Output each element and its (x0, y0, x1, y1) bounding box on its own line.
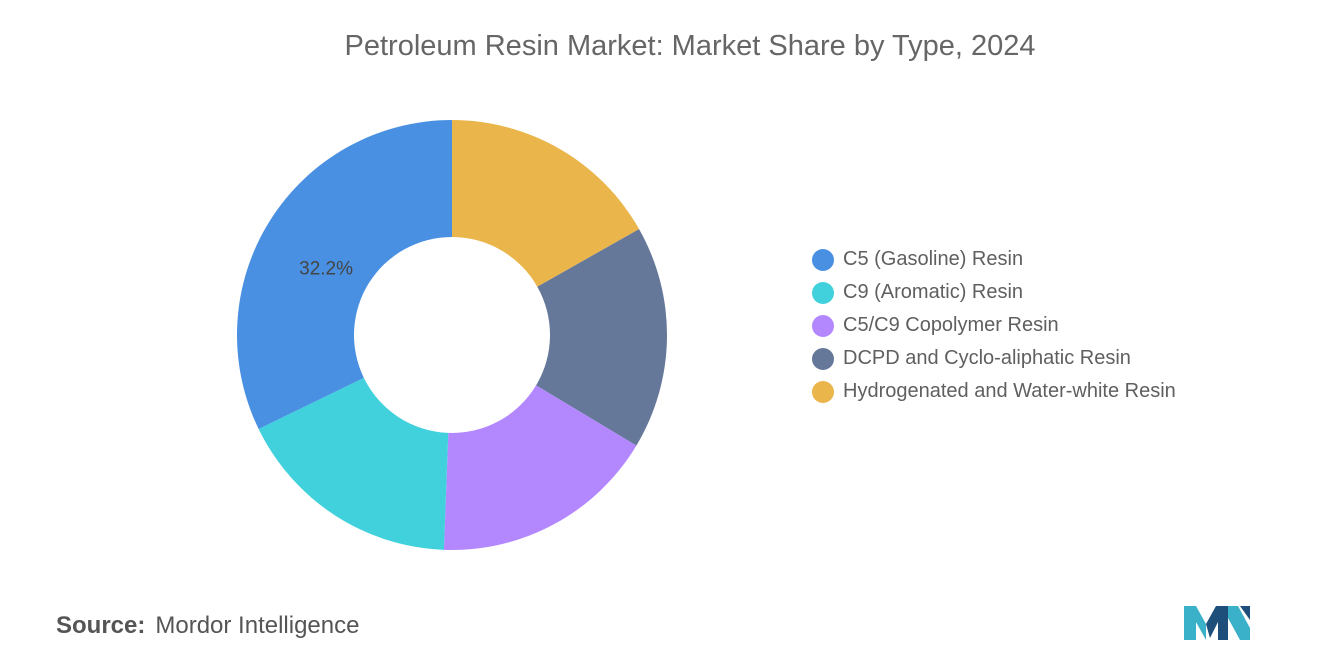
legend-item-dcpd-and-cyclo-aliphatic-resin: DCPD and Cyclo-aliphatic Resin (812, 342, 1176, 375)
legend-swatch (812, 314, 834, 337)
legend-label: Hydrogenated and Water-white Resin (843, 380, 1176, 402)
source-label: Source: (56, 612, 146, 639)
legend-label: DCPD and Cyclo-aliphatic Resin (843, 347, 1131, 369)
legend-swatch (812, 347, 834, 370)
donut-slice-c5-c9-copolymer-resin (443, 385, 637, 550)
legend-label: C5/C9 Copolymer Resin (843, 314, 1059, 336)
legend-label: C5 (Gasoline) Resin (843, 248, 1024, 270)
chart-title: Petroleum Resin Market: Market Share by … (344, 30, 1036, 62)
data-label-c5-gasoline-resin: 32.2% (299, 259, 353, 280)
chart-legend: C5 (Gasoline) Resin C9 (Aromatic) Resin C5… (812, 243, 1176, 408)
donut-slice-dcpd-and-cyclo-aliphatic-resin (536, 229, 667, 446)
legend-item-c5-gasoline-resin: C5 (Gasoline) Resin (812, 243, 1176, 276)
legend-swatch (812, 248, 834, 271)
legend-swatch (812, 281, 834, 304)
legend-item-hydrogenated-and-water-white-resin: Hydrogenated and Water-white Resin (812, 375, 1176, 408)
donut-slice-c9-aromatic-resin (258, 377, 449, 550)
mordor-intelligence-logo-icon (1184, 606, 1250, 640)
legend-label: C9 (Aromatic) Resin (843, 281, 1024, 303)
legend-item-c9-aromatic-resin: C9 (Aromatic) Resin (812, 276, 1176, 309)
legend-item-c5-c9-copolymer-resin: C5/C9 Copolymer Resin (812, 309, 1176, 342)
source-text: Mordor Intelligence (155, 612, 360, 639)
source-line: Source: Mordor Intelligence (56, 612, 359, 640)
donut-slice-c5-gasoline-resin (237, 120, 452, 429)
donut-slice-hydrogenated-and-water-white-resin (452, 120, 640, 287)
legend-swatch (812, 380, 834, 403)
